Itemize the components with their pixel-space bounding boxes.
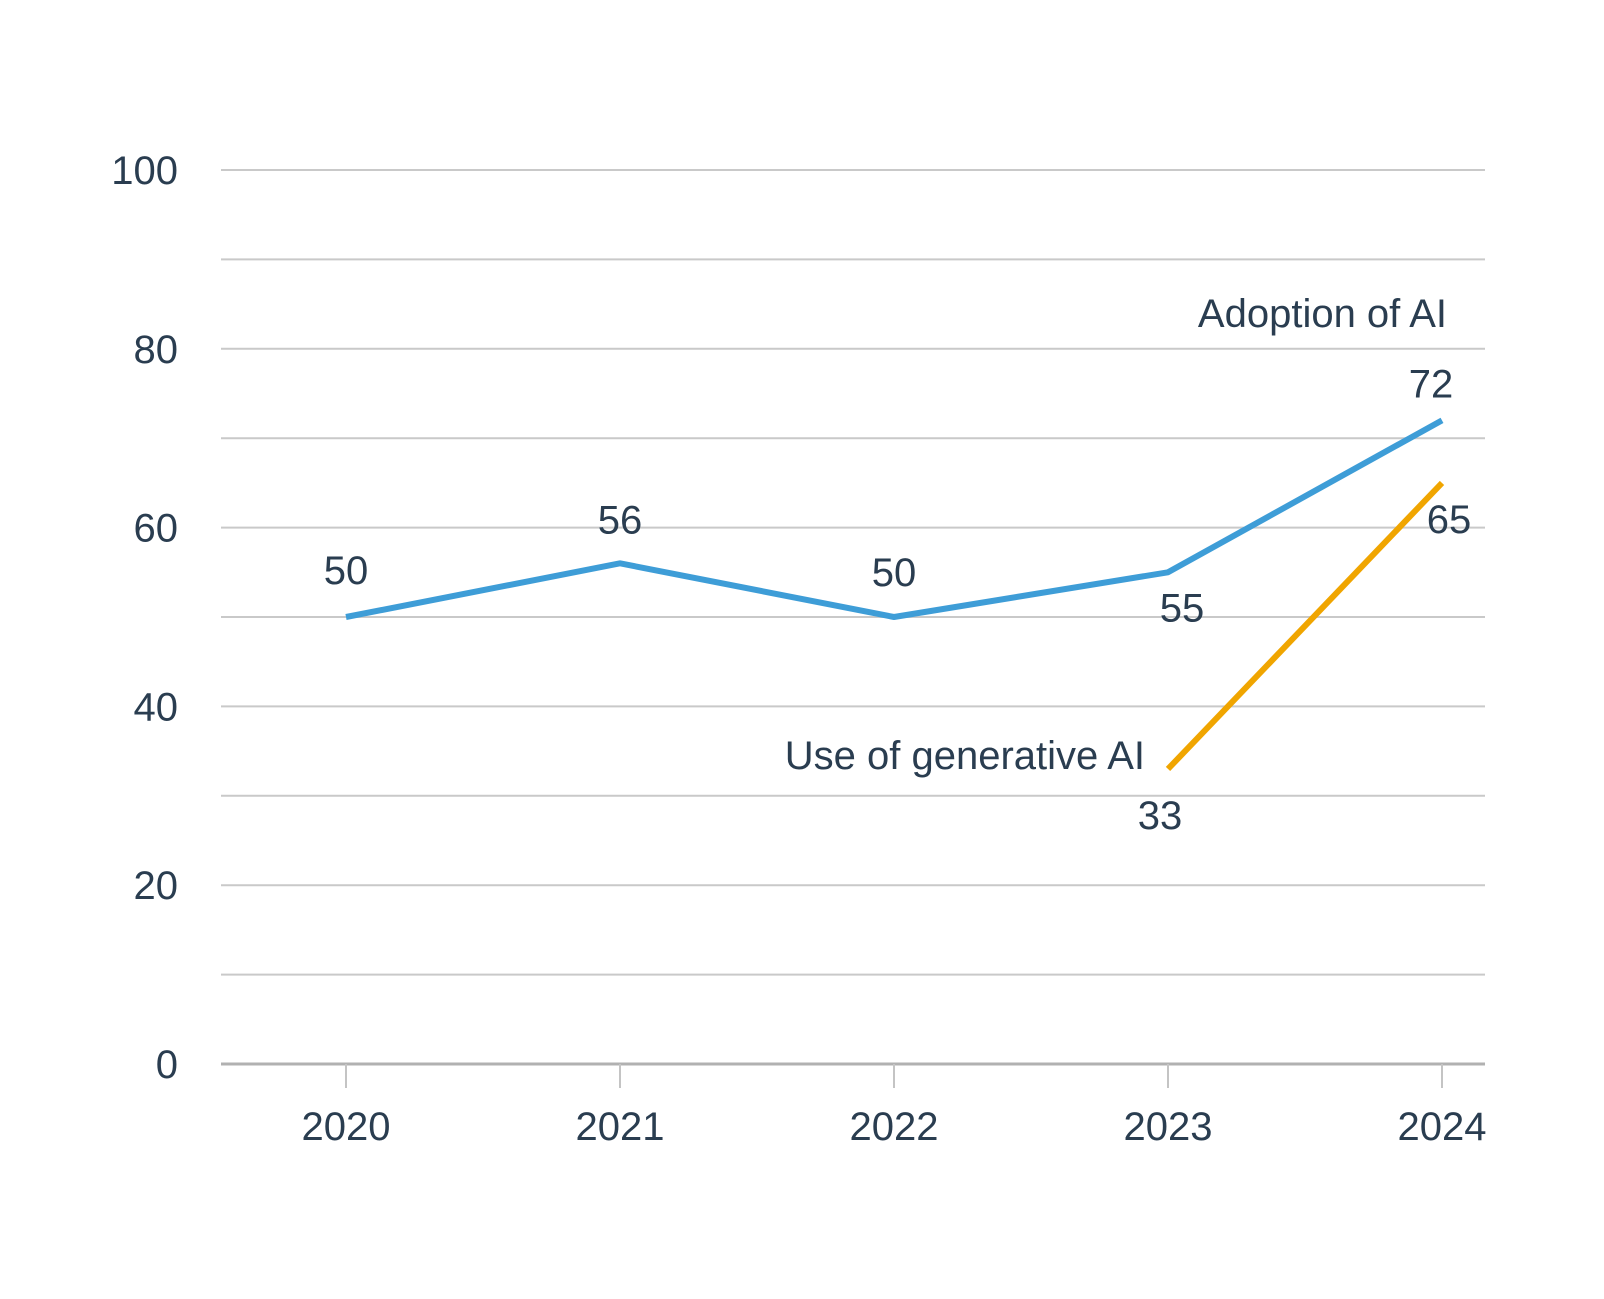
- y-axis-label: 100: [111, 149, 178, 193]
- y-axis-label: 40: [134, 685, 179, 729]
- x-axis-label: 2024: [1398, 1105, 1487, 1149]
- y-axis-label: 0: [156, 1043, 178, 1087]
- adoption-of-ai-series-label: Adoption of AI: [1198, 292, 1447, 336]
- x-axis-label: 2021: [576, 1105, 665, 1149]
- adoption-of-ai-value-label: 50: [324, 549, 369, 593]
- use-of-generative-ai-value-label: 65: [1427, 498, 1472, 542]
- x-axis-label: 2023: [1124, 1105, 1213, 1149]
- x-axis-label: 2022: [850, 1105, 939, 1149]
- y-axis-label: 20: [134, 864, 179, 908]
- adoption-of-ai-value-label: 50: [872, 551, 917, 595]
- use-of-generative-ai-value-label: 33: [1138, 794, 1183, 838]
- adoption-of-ai-value-label: 56: [598, 498, 643, 542]
- x-axis-label: 2020: [302, 1105, 391, 1149]
- adoption-of-ai-value-label: 72: [1409, 362, 1454, 406]
- adoption-of-ai-line: [345, 417, 1444, 620]
- use-of-generative-ai-line: [1165, 480, 1445, 772]
- y-axis-label: 80: [134, 328, 179, 372]
- use-of-generative-ai-series-label: Use of generative AI: [785, 734, 1145, 778]
- y-axis-label: 60: [134, 507, 179, 551]
- adoption-of-ai-value-label: 55: [1160, 586, 1205, 630]
